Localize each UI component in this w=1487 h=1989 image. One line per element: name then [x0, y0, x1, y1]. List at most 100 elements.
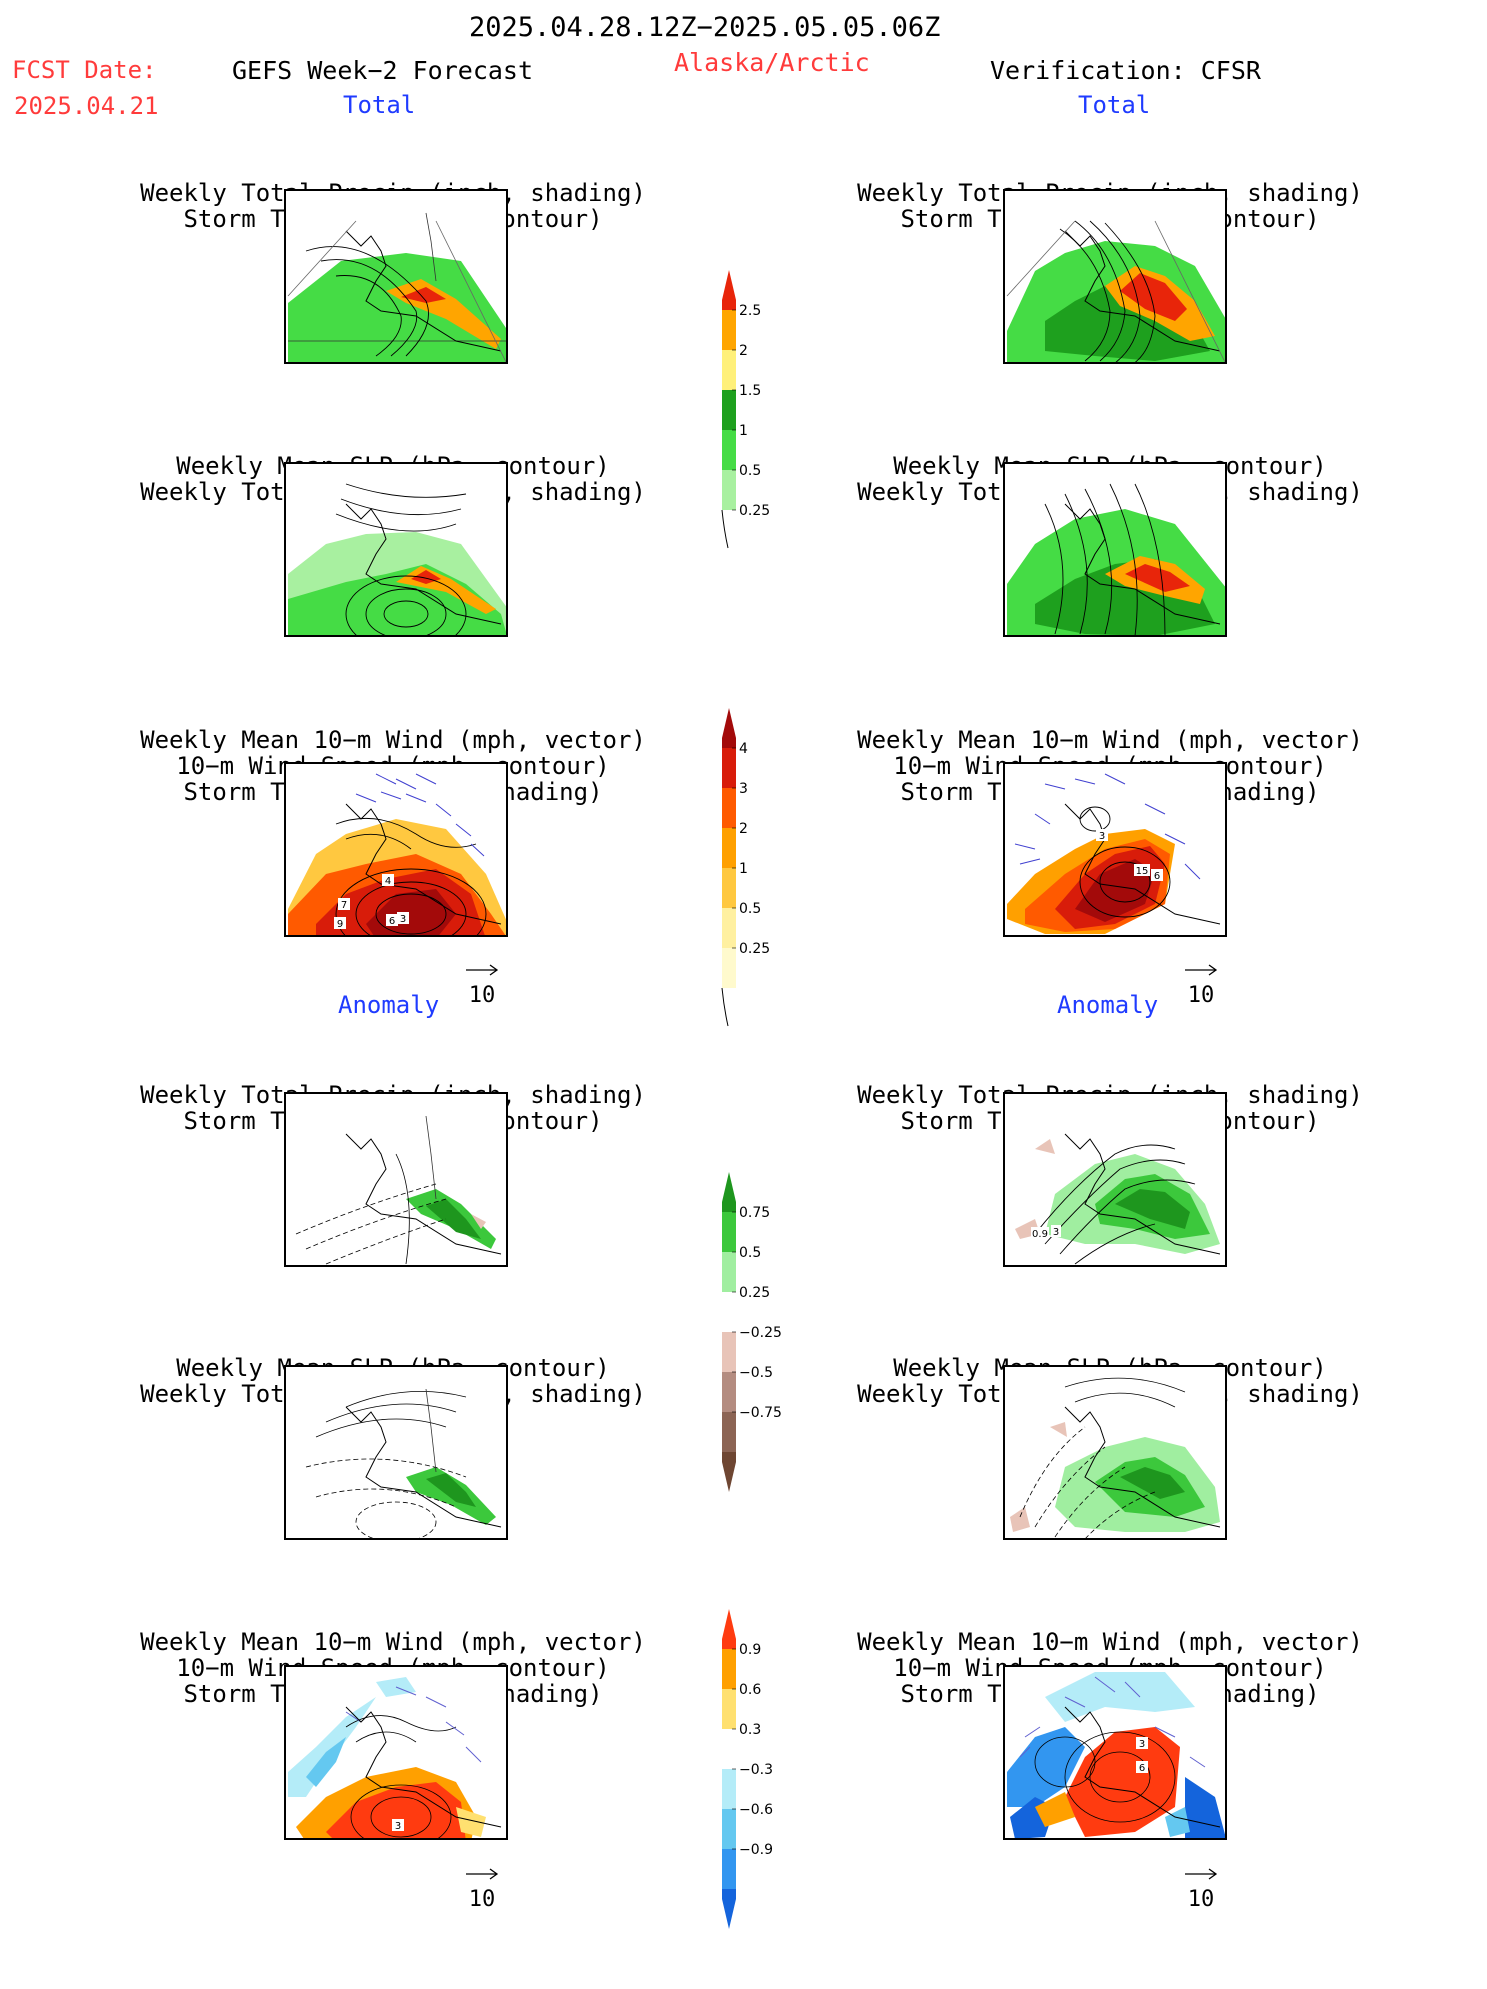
colorbar-label: 0.9 — [739, 1642, 761, 1658]
colorbar-swatch — [722, 1689, 736, 1729]
map-label: 15 — [1136, 866, 1149, 877]
colorbar-label: 0.6 — [739, 1682, 761, 1698]
colorbar-swatch — [722, 1252, 736, 1292]
colorbar-svg: 0.9 0.6 0.3 −0.3 −0.6 −0.9 — [722, 1609, 773, 1929]
map-wind-storm-total-right: 3 15 6 — [1003, 762, 1227, 937]
colorbar-label: 1 — [739, 423, 748, 439]
map-wind-storm-anom-left: 3 — [284, 1665, 508, 1840]
colorbar-swatch — [722, 470, 736, 510]
colorbar-label: 0.5 — [739, 463, 761, 479]
colorbar-swatch — [722, 1609, 736, 1649]
colorbar-label: 0.75 — [739, 1205, 770, 1221]
map-label: 3 — [395, 1821, 401, 1832]
map-slp-precip-anom-right — [1003, 1365, 1227, 1540]
colorbar-label: 1.5 — [739, 383, 761, 399]
colorbar-swatch — [722, 948, 736, 988]
map-label: 3 — [1099, 831, 1105, 842]
fcst-date-value: 2025.04.21 — [14, 92, 159, 120]
colorbar-tail — [721, 987, 729, 1027]
colorbar-label: 2 — [739, 343, 748, 359]
colorbar-swatch — [722, 1769, 736, 1809]
colorbar-swatch — [722, 828, 736, 868]
colorbar-swatch — [722, 1372, 736, 1412]
colorbar-label: −0.25 — [739, 1325, 782, 1341]
colorbar-label: 0.3 — [739, 1722, 761, 1738]
colorbar-swatch — [722, 430, 736, 470]
vector-ref-anom-left: 10 — [462, 1862, 502, 1912]
colorbar-swatch — [722, 1412, 736, 1452]
arrow-right-icon — [466, 964, 499, 976]
arrow-right-icon — [1185, 1868, 1218, 1880]
colorbar-label: 2 — [739, 821, 748, 837]
map-label: 4 — [385, 876, 391, 887]
map-wind-storm-anom-right: 3 6 — [1003, 1665, 1227, 1840]
section-anomaly-right: Anomaly — [1057, 991, 1159, 1019]
colorbar-swatch — [722, 1889, 736, 1929]
colorbar-tail — [721, 509, 729, 549]
colorbar-swatch — [722, 1172, 736, 1212]
colorbar-swatch — [722, 270, 736, 310]
colorbar-swatch — [722, 1212, 736, 1252]
map-precip-storm-anom-right: 0.9 3 — [1003, 1092, 1227, 1267]
colorbar-label: 1 — [739, 861, 748, 877]
colorbar-swatch — [722, 350, 736, 390]
map-slp-precip-total-left — [284, 462, 508, 637]
colorbar-swatch — [722, 708, 736, 748]
map-precip-storm-anom-left — [284, 1092, 508, 1267]
map-slp-precip-total-right — [1003, 462, 1227, 637]
colorbar-swatch — [722, 908, 736, 948]
map-label: 0.9 — [1032, 1229, 1048, 1240]
colorbar-swatch — [722, 1809, 736, 1849]
map-precip-storm-total-left — [284, 189, 508, 364]
verification-title: Verification: CFSR — [990, 56, 1261, 85]
colorbar-label: 4 — [739, 741, 748, 757]
colorbar-svg: 0.75 0.5 0.25 −0.25 −0.5 −0.75 — [722, 1172, 782, 1492]
colorbar-label: 0.25 — [739, 941, 770, 957]
colorbar-label: 0.25 — [739, 503, 770, 519]
section-total-left: Total — [343, 91, 416, 119]
colorbar-swatch — [722, 390, 736, 430]
map-slp-precip-anom-left — [284, 1365, 508, 1540]
colorbar-label: 0.5 — [739, 1245, 761, 1261]
colorbar-swatch — [722, 748, 736, 788]
colorbar-label: −0.9 — [739, 1842, 773, 1858]
date-range-title: 2025.04.28.12Z−2025.05.05.06Z — [469, 12, 941, 43]
fcst-date-label: FCST Date: — [12, 56, 157, 84]
colorbar-svg: 4 3 2 1 0.5 0.25 — [721, 708, 770, 1027]
map-label: 6 — [1139, 1763, 1145, 1774]
map-label: 6 — [389, 916, 395, 927]
section-total-right: Total — [1078, 91, 1151, 119]
gefs-forecast-title: GEFS Week−2 Forecast — [232, 56, 534, 85]
colorbar-swatch — [722, 310, 736, 350]
colorbar-swatch — [722, 1729, 736, 1769]
arrow-right-icon — [466, 1868, 499, 1880]
colorbar-label: −0.5 — [739, 1365, 773, 1381]
map-label: 3 — [1139, 1739, 1145, 1750]
colorbar-label: 0.5 — [739, 901, 761, 917]
colorbar-label: 0.25 — [739, 1285, 770, 1301]
vector-ref-total-right: 10 — [1181, 958, 1221, 1008]
map-label: 7 — [341, 900, 347, 911]
colorbar-swatch — [722, 868, 736, 908]
map-label: 9 — [337, 919, 343, 930]
map-label: 6 — [1154, 871, 1160, 882]
colorbar-svg: 2.5 2 1.5 1 0.5 0.25 — [721, 270, 770, 549]
colorbar-swatch — [722, 788, 736, 828]
colorbar-label: −0.3 — [739, 1762, 773, 1778]
map-label: 3 — [400, 914, 406, 925]
map-wind-storm-total-left: 4 7 9 6 3 — [284, 762, 508, 937]
vector-ref-anom-right: 10 — [1181, 1862, 1221, 1912]
colorbar-label: 3 — [739, 781, 748, 797]
colorbar-swatch — [722, 1292, 736, 1332]
colorbar-label: −0.75 — [739, 1405, 782, 1421]
map-precip-storm-total-right — [1003, 189, 1227, 364]
colorbar-swatch — [722, 1649, 736, 1689]
colorbar-label: 2.5 — [739, 303, 761, 319]
section-anomaly-left: Anomaly — [338, 991, 440, 1019]
colorbar-swatch — [722, 1849, 736, 1889]
map-label: 3 — [1053, 1227, 1059, 1238]
region-title: Alaska/Arctic — [674, 48, 870, 77]
colorbar-swatch — [722, 1452, 736, 1492]
vector-ref-total-left: 10 — [462, 958, 502, 1008]
colorbar-swatch — [722, 1332, 736, 1372]
